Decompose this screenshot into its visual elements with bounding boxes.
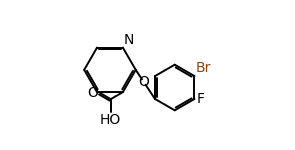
Text: Br: Br (196, 61, 211, 75)
Text: F: F (196, 92, 204, 106)
Text: HO: HO (100, 113, 121, 127)
Text: O: O (138, 75, 149, 89)
Text: N: N (124, 33, 135, 47)
Text: O: O (88, 86, 99, 100)
